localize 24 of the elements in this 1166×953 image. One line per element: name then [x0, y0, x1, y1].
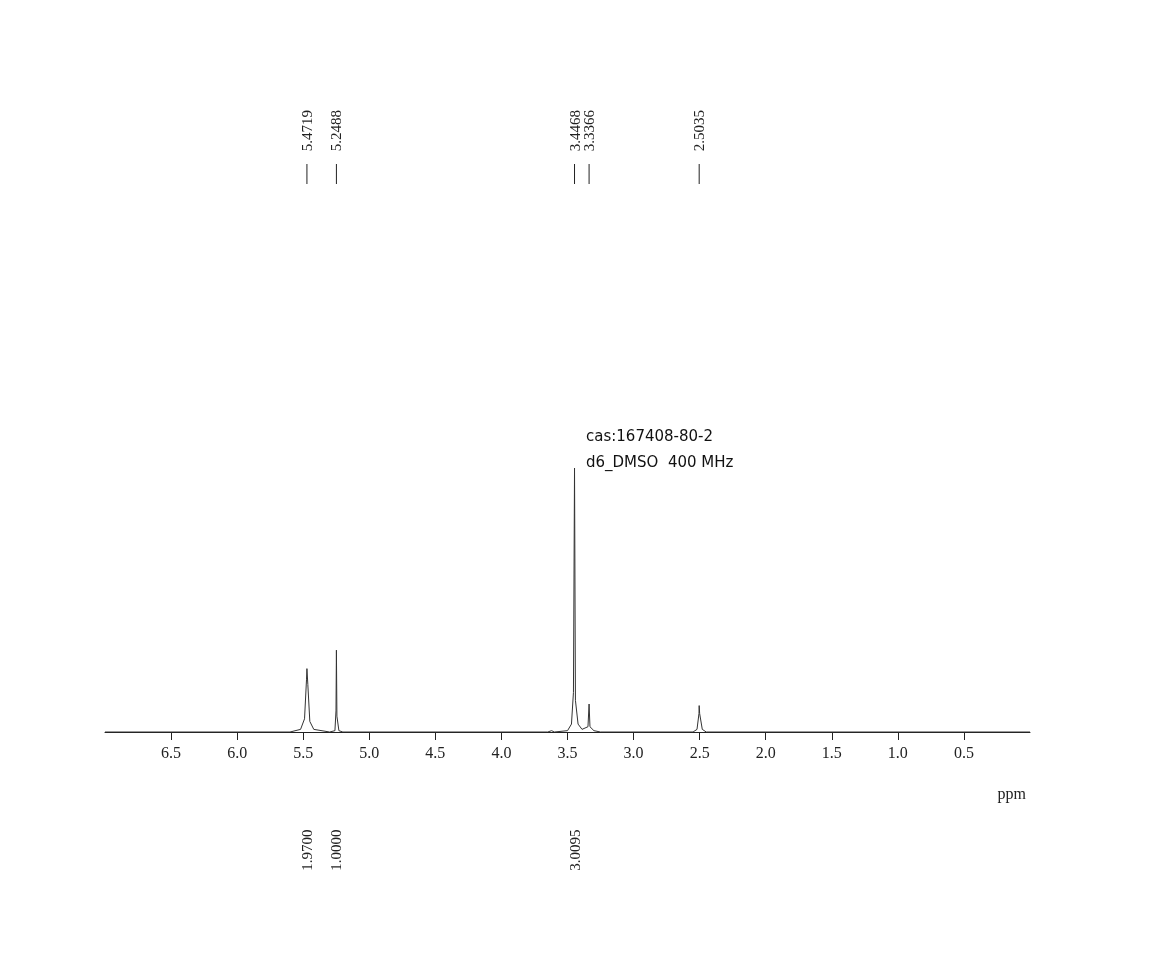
- x-tick-label: 4.5: [425, 743, 446, 761]
- annotation: 5.4719: [298, 110, 315, 152]
- x-tick-label: 0.5: [953, 743, 974, 761]
- x-tick-label: 5.5: [293, 743, 314, 761]
- x-tick-label: 5.0: [359, 743, 380, 761]
- x-tick-label: 3.5: [557, 743, 578, 761]
- x-tick-label: 2.0: [755, 743, 776, 761]
- x-tick-label: 1.5: [821, 743, 842, 761]
- annotation: 3.4468: [566, 110, 583, 152]
- x-tick-label: 3.0: [623, 743, 644, 761]
- annotation: 5.2488: [328, 110, 345, 152]
- x-tick-label: 6.5: [161, 743, 182, 761]
- x-tick-label: 6.0: [227, 743, 248, 761]
- text: 1.0000: [328, 829, 345, 871]
- text: 3.0095: [566, 829, 583, 871]
- x-axis-title: ppm: [997, 784, 1027, 803]
- x-tick-label: 1.0: [887, 743, 908, 761]
- annotation: 2.5035: [691, 110, 708, 152]
- x-tick-label: 2.5: [689, 743, 710, 761]
- text: 1.9700: [298, 829, 315, 871]
- text: cas:167408-80-2: [586, 426, 714, 445]
- annotation: 3.3366: [581, 109, 598, 152]
- annotation: d6_DMSO 400 MHz: [586, 452, 734, 472]
- x-tick-label: 4.0: [491, 743, 512, 761]
